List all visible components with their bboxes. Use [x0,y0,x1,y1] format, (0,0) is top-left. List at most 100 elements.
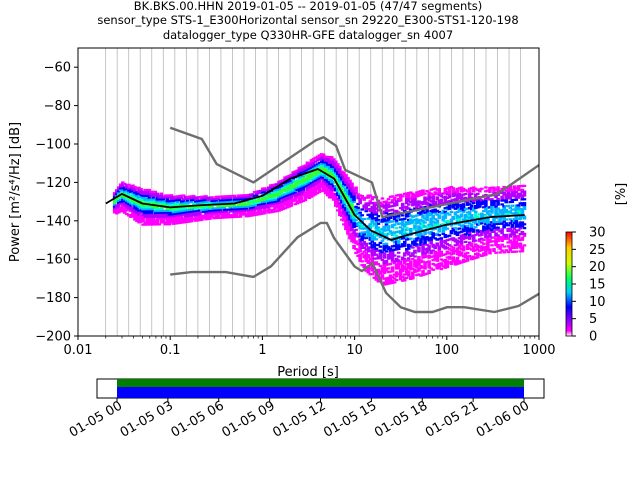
density-cell [181,219,186,222]
density-cell [331,162,336,165]
density-cell [116,207,121,210]
density-cell [240,201,245,205]
density-cell [256,209,261,212]
density-cell [149,206,154,209]
density-cell [165,194,170,197]
density-cell [411,200,415,203]
density-cell [262,202,267,205]
density-cell [380,268,385,271]
density-cell [240,213,245,216]
density-cell [518,246,523,249]
density-cell [413,255,417,258]
density-cell [396,215,401,218]
density-cell [360,227,364,230]
density-cell [390,226,395,229]
density-cell [480,216,484,219]
density-cell [413,226,417,229]
density-cell [496,240,500,243]
density-cell [407,257,411,260]
density-cell [338,183,342,186]
density-cell [510,212,515,215]
density-cell [147,211,151,215]
density-cell [480,247,484,250]
density-cell [131,195,135,199]
density-cell [340,193,344,196]
density-cell [514,194,519,198]
density-cell [443,201,448,204]
density-cell [398,218,403,221]
density-cell [451,227,456,230]
density-cell [135,198,139,201]
density-cell [368,246,373,249]
density-cell [307,185,312,188]
density-cell [473,210,478,213]
density-cell [137,192,141,195]
density-cell [374,243,379,247]
density-cell [392,217,397,221]
density-cell [407,228,411,231]
density-cell [394,242,399,245]
density-cell [112,211,117,214]
density-cell [319,183,324,187]
density-cell [206,206,210,209]
density-cell [390,279,395,282]
density-cell [504,224,508,227]
density-cell [386,255,391,258]
density-cell [415,191,419,194]
density-cell [445,227,450,230]
density-cell [352,220,356,223]
density-cell [413,251,417,254]
density-cell [480,218,484,221]
density-cell [204,208,208,211]
density-cell [421,245,425,248]
density-cell [260,206,265,209]
density-cell [228,206,233,209]
density-cell [471,209,476,212]
density-cell [344,222,348,225]
density-cell [171,216,176,220]
density-cell [437,214,442,218]
density-cell [390,224,395,227]
x-axis: 0.01 0.1 1 10 100 1000 [64,336,556,358]
density-cell [455,216,460,219]
density-cell [185,197,190,200]
density-cell [187,214,192,217]
density-cell [252,202,257,205]
density-cell [169,211,174,214]
density-cell [230,208,235,211]
density-cell [465,217,470,220]
density-cell [469,248,474,251]
density-cell [200,209,204,212]
density-cell [198,195,202,199]
density-cell [161,209,166,213]
y-tick-label: −60 [44,61,71,76]
density-cell [447,196,452,199]
density-cell [423,263,427,266]
density-cell [287,203,291,206]
density-cell [484,245,488,249]
density-cell [449,249,454,252]
density-cell [451,204,456,207]
density-cell [415,222,419,225]
density-cell [390,268,395,271]
density-cell [327,165,332,168]
density-cell [336,167,340,170]
density-cell [173,212,178,216]
density-cell [198,211,202,214]
density-cell [473,204,478,208]
density-cell [465,190,470,193]
density-cell [394,227,399,230]
density-cell [455,251,460,254]
density-cell [344,183,348,186]
density-cell [289,179,293,182]
density-cell [455,218,460,221]
density-cell [333,187,338,190]
density-cell [411,275,415,278]
density-cell [167,196,172,199]
density-cell [293,199,298,202]
density-cell [423,232,427,236]
density-cell [242,194,247,197]
density-cell [319,155,324,158]
density-cell [116,195,121,199]
density-cell [384,267,389,270]
